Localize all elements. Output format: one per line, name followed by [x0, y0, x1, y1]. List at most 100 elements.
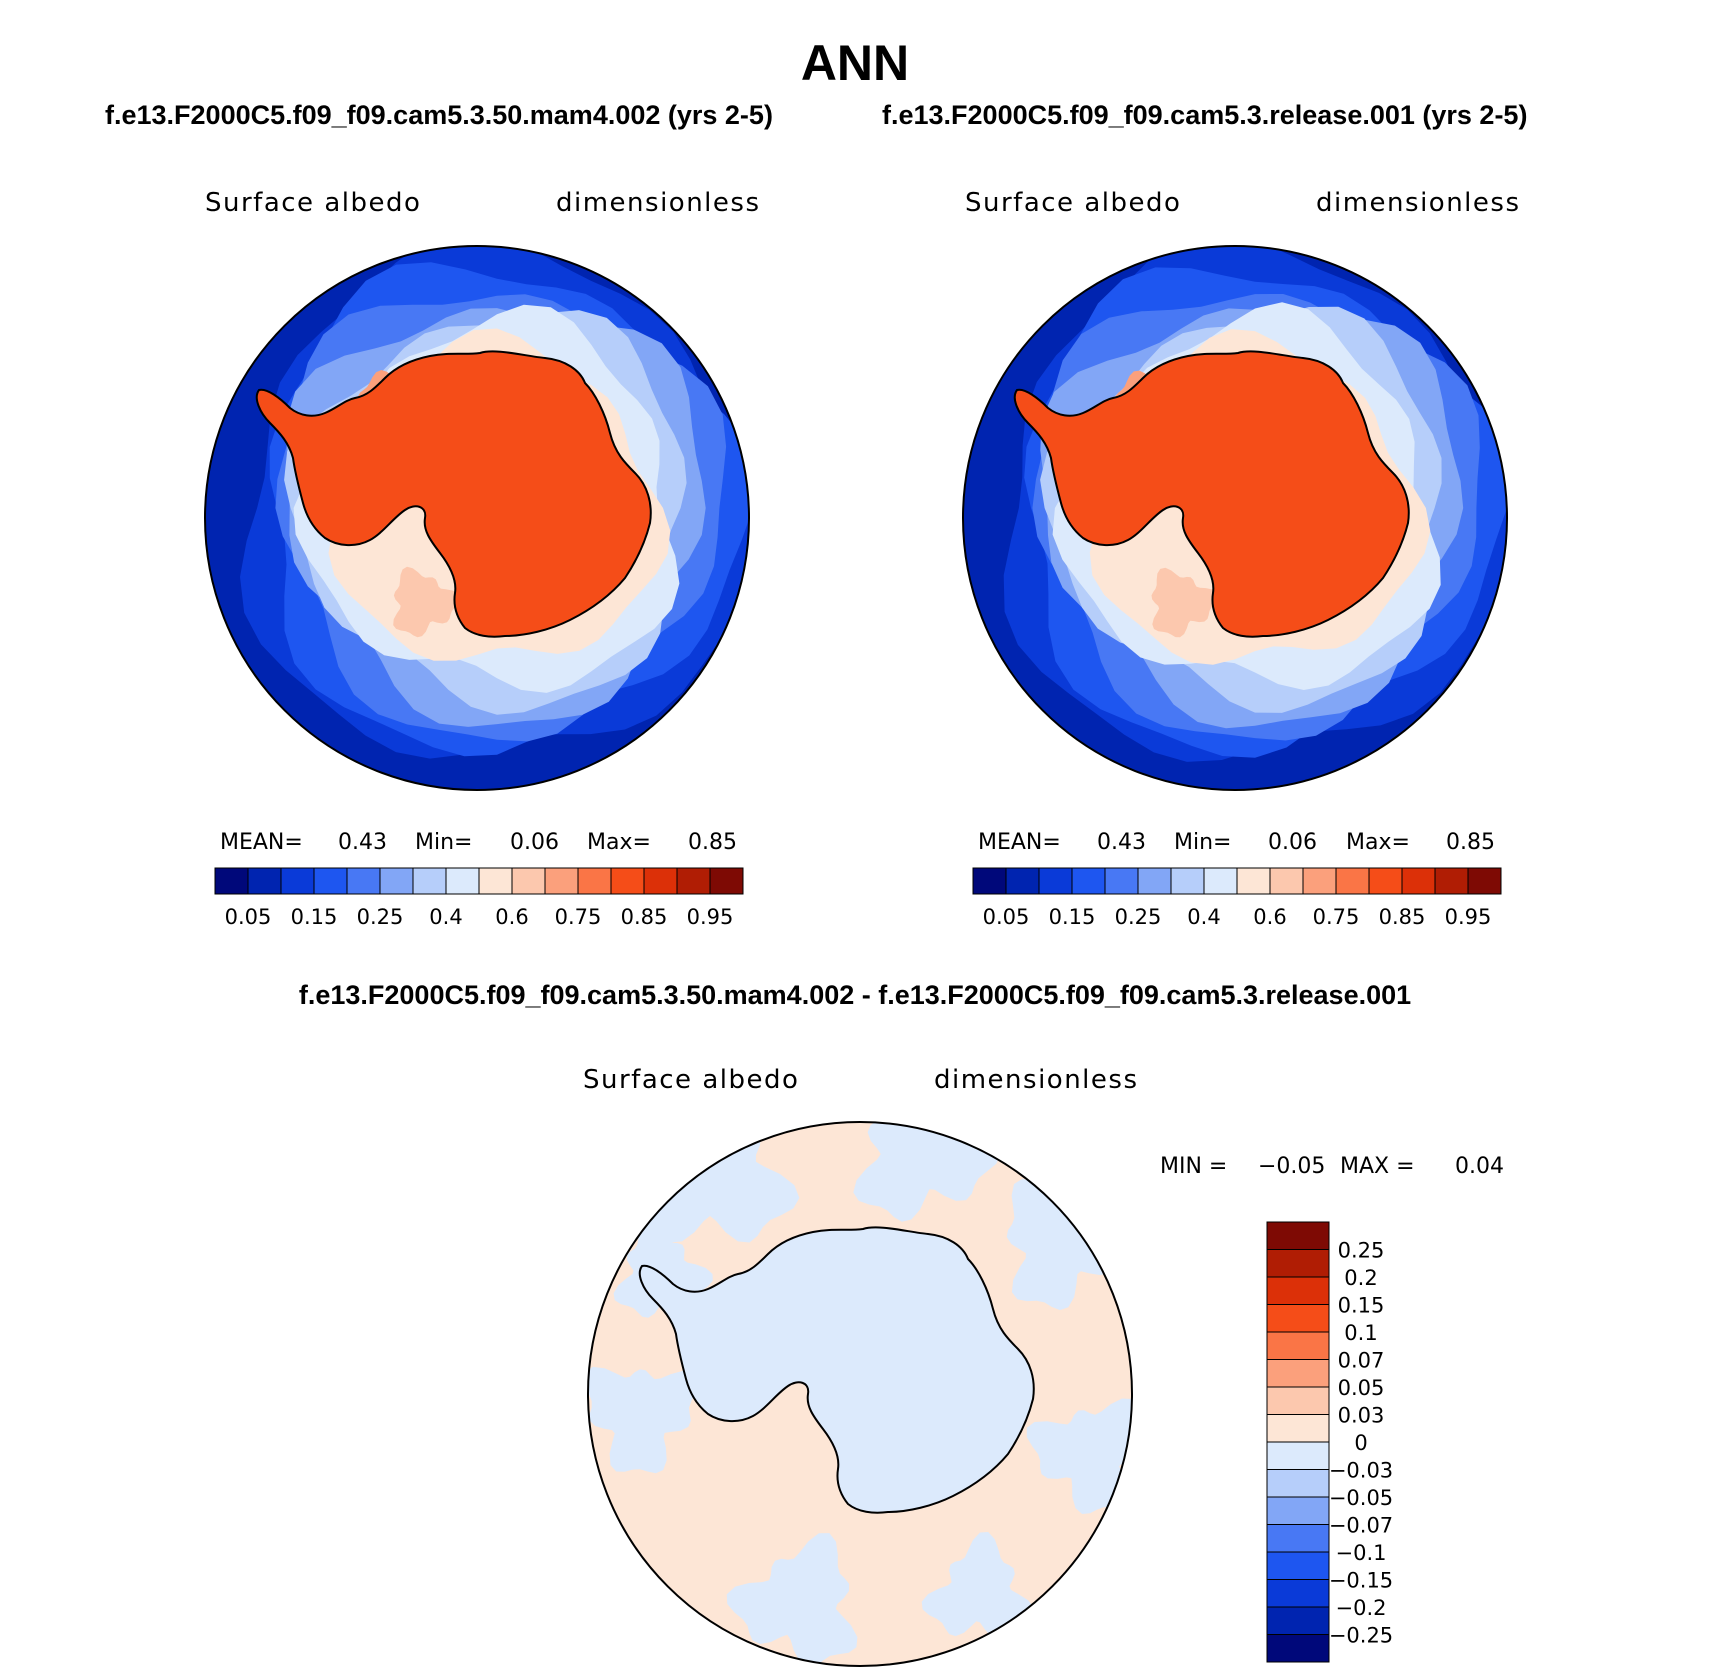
colorbar-box: [544, 867, 579, 895]
colorbar-tick-label: 0.03: [1338, 1404, 1385, 1428]
panel1-min-value: 0.06: [510, 830, 559, 855]
colorbar-tick-label: −0.05: [1329, 1486, 1393, 1510]
colorbar-box: [1137, 867, 1172, 895]
colorbar-tick-label: 0.4: [1187, 905, 1220, 929]
panel2-map: [963, 246, 1507, 790]
diff-negative-patch: [588, 1366, 699, 1474]
diff-min-value: −0.05: [1258, 1154, 1326, 1179]
colorbar-tick-label: 0.85: [621, 905, 668, 929]
panel1-units-label: dimensionless: [556, 188, 761, 218]
colorbar-box: [1266, 1386, 1330, 1415]
colorbar-tick-label: 0.15: [291, 905, 338, 929]
panel1-map: [205, 246, 749, 790]
colorbar-tick-label: 0.95: [687, 905, 734, 929]
colorbar-box: [313, 867, 348, 895]
colorbar-tick-label: 0.6: [1253, 905, 1286, 929]
panel1-case-title: f.e13.F2000C5.f09_f09.cam5.3.50.mam4.002…: [105, 100, 773, 130]
colorbar-box: [1266, 1469, 1330, 1498]
panel2-mean-label: MEAN=: [978, 830, 1061, 855]
colorbar-tick-label: 0.4: [429, 905, 462, 929]
colorbar-box: [1266, 1441, 1330, 1470]
colorbar-box: [1335, 867, 1370, 895]
colorbar-tick-label: 0.05: [983, 905, 1030, 929]
colorbar-box: [1266, 1304, 1330, 1333]
diff-map: [588, 1122, 1132, 1666]
colorbar-box: [1266, 1331, 1330, 1360]
colorbar-box: [1266, 1634, 1330, 1663]
colorbar-box: [346, 867, 381, 895]
panel2-map-border: [962, 245, 1508, 791]
colorbar-tick-label: −0.15: [1329, 1569, 1393, 1593]
colorbar-box: [379, 867, 414, 895]
colorbar-box: [1203, 867, 1238, 895]
colorbar-tick-label: 0.2: [1344, 1266, 1377, 1290]
colorbar-tick-label: −0.07: [1329, 1514, 1393, 1538]
panel2-colorbar: 0.05 0.15 0.25 0.4 0.6 0.75 0.85 0.95: [972, 867, 1502, 929]
colorbar-box: [1266, 1551, 1330, 1580]
panel2-units-label: dimensionless: [1316, 188, 1521, 218]
colorbar-box: [445, 867, 480, 895]
diff-min-label: MIN =: [1160, 1154, 1228, 1179]
colorbar-box: [1266, 1249, 1330, 1278]
colorbar-box: [1266, 1524, 1330, 1553]
colorbar-tick-label: 0.75: [555, 905, 602, 929]
colorbar-box: [1005, 867, 1040, 895]
colorbar-box: [280, 867, 315, 895]
colorbar-box: [1266, 1276, 1330, 1305]
colorbar-tick-label: −0.2: [1336, 1596, 1387, 1620]
colorbar-box: [1266, 1579, 1330, 1608]
panel1-max-label: Max=: [587, 830, 651, 855]
diff-max-value: 0.04: [1455, 1154, 1504, 1179]
albedo-contour-band: [393, 566, 461, 638]
colorbar-tick-label: 0.05: [225, 905, 272, 929]
colorbar-box: [1038, 867, 1073, 895]
colorbar-tick-label: 0.25: [1115, 905, 1162, 929]
colorbar-box: [412, 867, 447, 895]
colorbar-box: [1266, 1221, 1330, 1250]
colorbar-box: [610, 867, 645, 895]
colorbar-box: [511, 867, 546, 895]
diff-colorbar: 0.25 0.2 0.15 0.1 0.07 0.05 0.03 0 −0.03 −0.05 −0.…: [1266, 1221, 1393, 1663]
panel1-variable-label: Surface albedo: [205, 188, 422, 218]
colorbar-tick-label: 0: [1354, 1431, 1367, 1455]
diff-negative-patch: [1006, 1178, 1132, 1311]
colorbar-tick-label: −0.03: [1329, 1459, 1393, 1483]
colorbar-tick-label: 0.95: [1445, 905, 1492, 929]
diff-max-label: MAX =: [1340, 1154, 1415, 1179]
colorbar-box: [1401, 867, 1436, 895]
panel1-mean-label: MEAN=: [220, 830, 303, 855]
panel1-colorbar: 0.05 0.15 0.25 0.4 0.6 0.75 0.85 0.95: [214, 867, 744, 929]
diff-negative-patch: [1026, 1398, 1132, 1514]
colorbar-box: [1266, 1359, 1330, 1388]
colorbar-tick-label: 0.85: [1379, 905, 1426, 929]
colorbar-tick-label: 0.75: [1313, 905, 1360, 929]
colorbar-box: [1236, 867, 1271, 895]
panel2-variable-label: Surface albedo: [965, 188, 1182, 218]
colorbar-box: [247, 867, 282, 895]
colorbar-box: [1269, 867, 1304, 895]
colorbar-box: [1302, 867, 1337, 895]
diff-title: f.e13.F2000C5.f09_f09.cam5.3.50.mam4.002…: [298, 980, 1412, 1010]
colorbar-box: [1170, 867, 1205, 895]
colorbar-box: [972, 867, 1007, 895]
panel1-mean-value: 0.43: [338, 830, 387, 855]
panel1-map-border: [204, 245, 750, 791]
panel2-min-label: Min=: [1174, 830, 1232, 855]
colorbar-tick-label: 0.25: [357, 905, 404, 929]
colorbar-box: [1368, 867, 1403, 895]
diff-units-label: dimensionless: [934, 1065, 1139, 1095]
colorbar-tick-label: 0.05: [1338, 1376, 1385, 1400]
colorbar-box: [1266, 1414, 1330, 1443]
panel1-min-label: Min=: [415, 830, 473, 855]
colorbar-tick-label: 0.15: [1049, 905, 1096, 929]
colorbar-tick-label: −0.1: [1336, 1541, 1387, 1565]
diff-negative-patch: [726, 1533, 858, 1666]
colorbar-box: [577, 867, 612, 895]
panel2-max-label: Max=: [1346, 830, 1410, 855]
colorbar-box: [1104, 867, 1139, 895]
figure-title: ANN: [800, 35, 910, 91]
colorbar-box: [478, 867, 513, 895]
colorbar-box: [1266, 1606, 1330, 1635]
colorbar-tick-label: 0.25: [1338, 1239, 1385, 1263]
